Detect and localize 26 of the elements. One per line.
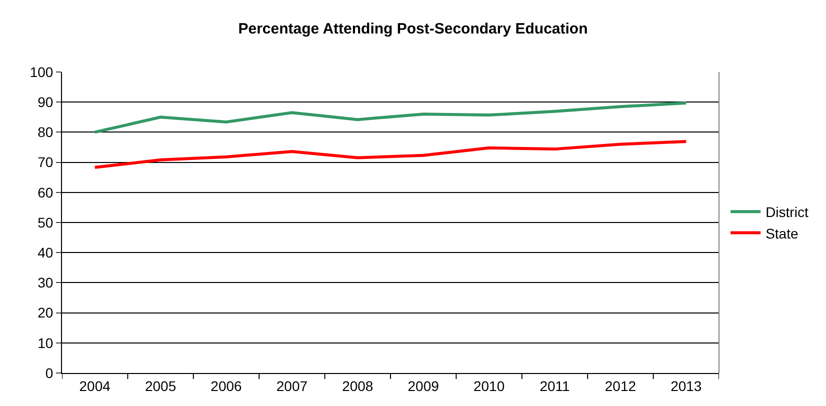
y-tick-label: 30 (38, 274, 54, 291)
y-tick-label: 60 (38, 184, 54, 200)
y-tick-label: 20 (38, 304, 54, 321)
line-series (93, 140, 688, 169)
y-tick-label: 90 (38, 94, 54, 110)
line-series (93, 102, 688, 134)
x-tick-label: 2013 (670, 378, 702, 394)
legend-label: State (766, 225, 798, 242)
y-tick-label: 10 (38, 334, 54, 351)
y-tick-label: 100 (30, 64, 54, 80)
legend-label: District (766, 204, 808, 220)
x-tick-label: 2008 (342, 378, 374, 394)
y-tick-label: 40 (38, 244, 54, 260)
y-tick-label: 0 (45, 364, 54, 381)
y-tick-label: 70 (38, 154, 54, 170)
x-tick-label: 2006 (210, 378, 242, 394)
x-tick-label: 2005 (144, 378, 176, 394)
chart-title: Percentage Attending Post-Secondary Education (238, 20, 588, 38)
x-tick-label: 2010 (473, 378, 505, 394)
x-tick-label: 2012 (604, 378, 636, 394)
x-tick-label: 2007 (276, 378, 308, 394)
y-tick-label: 50 (38, 214, 54, 230)
x-tick-label: 2004 (79, 378, 111, 394)
x-tick-label: 2011 (540, 378, 570, 394)
y-tick-label: 80 (38, 124, 54, 140)
x-tick-label: 2009 (408, 378, 440, 394)
